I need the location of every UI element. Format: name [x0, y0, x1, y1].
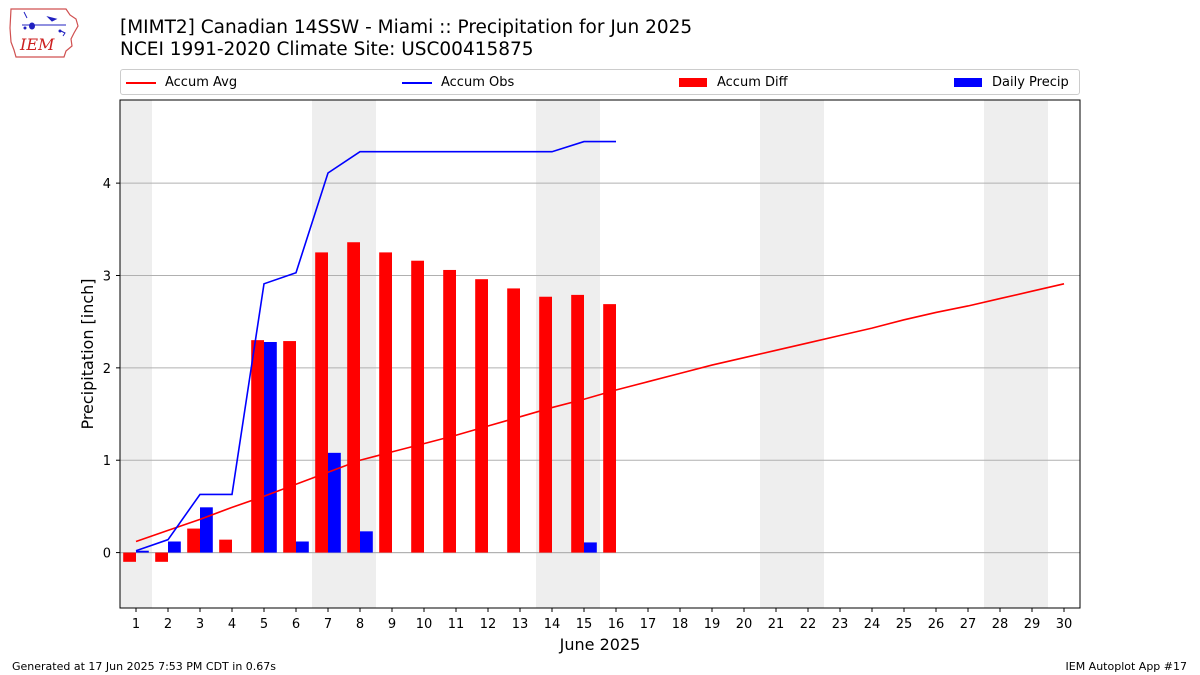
x-tick-label-9: 9: [388, 617, 396, 632]
accum-avg-line: [135, 283, 1065, 543]
x-tick-label-1: 1: [132, 617, 140, 632]
daily-precip-bar-day-3: [200, 507, 213, 553]
legend-swatch-accum-avg: [126, 81, 156, 84]
x-tick-label-21: 21: [768, 617, 785, 632]
plot-frame: [119, 99, 1081, 609]
x-tick-label-2: 2: [164, 617, 172, 632]
footer-generated-text: Generated at 17 Jun 2025 7:53 PM CDT in …: [12, 660, 277, 673]
weekend-shade-day-28: [984, 100, 1016, 608]
accum-diff-bar-day-1: [123, 552, 136, 562]
x-tick-label-25: 25: [896, 617, 913, 632]
accum-diff-bar-day-9: [379, 252, 392, 553]
weekend-shade-day-1: [120, 100, 152, 608]
accum-diff-bar-day-4: [219, 539, 232, 553]
x-tick-label-4: 4: [228, 617, 236, 632]
x-axis-label: June 2025: [559, 635, 641, 654]
accum-diff-bar-day-7: [315, 252, 328, 553]
x-tick-label-20: 20: [736, 617, 753, 632]
accum-diff-bar-day-2: [155, 552, 168, 562]
daily-precip-bar-day-8: [360, 531, 373, 553]
x-tick-label-28: 28: [992, 617, 1009, 632]
x-tick-label-10: 10: [416, 617, 433, 632]
x-tick-label-11: 11: [448, 617, 465, 632]
y-tick-label-2: 2: [103, 362, 111, 377]
daily-precip-bar-day-5: [264, 341, 277, 553]
iem-logo: IEM: [9, 8, 79, 58]
legend-entry-accum-diff: Accum Diff: [679, 74, 788, 92]
x-tick-label-5: 5: [260, 617, 268, 632]
accum-diff-bar-day-14: [539, 296, 552, 553]
x-tick-label-19: 19: [704, 617, 721, 632]
weekend-shade-day-29: [1016, 100, 1048, 608]
accum-diff-bar-day-13: [507, 288, 520, 553]
x-tick-label-7: 7: [324, 617, 332, 632]
bars: [123, 242, 616, 562]
y-axis: 0 1 2 3 4: [103, 177, 120, 562]
accum-diff-bar-day-16: [603, 304, 616, 553]
legend-entry-daily-precip: Daily Precip: [954, 74, 1069, 92]
legend-entry-accum-obs: Accum Obs: [402, 74, 514, 92]
x-tick-label-18: 18: [672, 617, 689, 632]
x-tick-label-8: 8: [356, 617, 364, 632]
daily-precip-bar-day-2: [168, 541, 181, 553]
legend-swatch-daily-precip: [954, 78, 982, 87]
x-tick-label-13: 13: [512, 617, 529, 632]
x-tick-label-26: 26: [928, 617, 945, 632]
x-tick-label-3: 3: [196, 617, 204, 632]
legend-label-accum-avg: Accum Avg: [165, 75, 238, 90]
accum-diff-bar-day-10: [411, 260, 424, 553]
y-axis-label: Precipitation [inch]: [78, 278, 97, 429]
x-axis: 1 2 3 4 5 6 7 8 9 10 11 12 13 14 15 16 17 18 19 20 21 22 23 24 2…: [132, 608, 1072, 632]
gridlines: [120, 182, 1080, 554]
legend-label-accum-obs: Accum Obs: [441, 75, 515, 90]
legend-label-accum-diff: Accum Diff: [717, 75, 788, 90]
x-tick-label-16: 16: [608, 617, 625, 632]
x-tick-label-17: 17: [640, 617, 657, 632]
weekend-shade-day-22: [792, 100, 824, 608]
accum-diff-bar-day-6: [283, 341, 296, 553]
daily-precip-bar-day-1: [136, 550, 149, 553]
legend-label-daily-precip: Daily Precip: [992, 75, 1069, 90]
daily-precip-bar-day-7: [328, 452, 341, 553]
accum-diff-bar-day-15: [571, 294, 584, 553]
x-tick-label-27: 27: [960, 617, 977, 632]
accum-diff-bar-day-11: [443, 269, 456, 553]
x-tick-label-15: 15: [576, 617, 593, 632]
y-tick-label-0: 0: [103, 547, 111, 562]
daily-precip-bar-day-6: [296, 541, 309, 553]
x-tick-label-29: 29: [1024, 617, 1041, 632]
footer-app-text: IEM Autoplot App #17: [1065, 660, 1188, 673]
x-tick-label-22: 22: [800, 617, 817, 632]
chart-legend: Accum Avg Accum Obs Accum Diff Daily Pre…: [120, 69, 1080, 95]
x-tick-label-12: 12: [480, 617, 497, 632]
weekend-shade-day-21: [760, 100, 792, 608]
chart-subtitle: NCEI 1991-2020 Climate Site: USC00415875: [120, 39, 534, 60]
accum-diff-bar-day-3: [187, 528, 200, 553]
legend-swatch-accum-diff: [679, 78, 707, 87]
legend-entry-accum-avg: Accum Avg: [126, 74, 237, 92]
y-tick-label-3: 3: [103, 269, 111, 284]
weather-symbols-icon: [22, 11, 66, 37]
chart-title: [MIMT2] Canadian 14SSW - Miami :: Precip…: [120, 17, 693, 38]
x-tick-label-14: 14: [544, 617, 561, 632]
accum-diff-bar-day-8: [347, 242, 360, 553]
iowa-state-outline: [9, 8, 79, 58]
y-tick-label-4: 4: [103, 177, 111, 192]
x-tick-label-30: 30: [1056, 617, 1073, 632]
x-tick-label-23: 23: [832, 617, 849, 632]
y-tick-label-1: 1: [103, 454, 111, 469]
x-tick-label-6: 6: [292, 617, 300, 632]
accum-diff-bar-day-5: [251, 340, 264, 553]
accum-diff-bar-day-12: [475, 279, 488, 553]
accum-obs-line: [135, 140, 616, 552]
lines: [135, 140, 1065, 552]
daily-precip-bar-day-15: [584, 542, 597, 553]
legend-swatch-accum-obs: [402, 81, 432, 84]
x-tick-label-24: 24: [864, 617, 881, 632]
logo-text: IEM: [19, 35, 55, 54]
